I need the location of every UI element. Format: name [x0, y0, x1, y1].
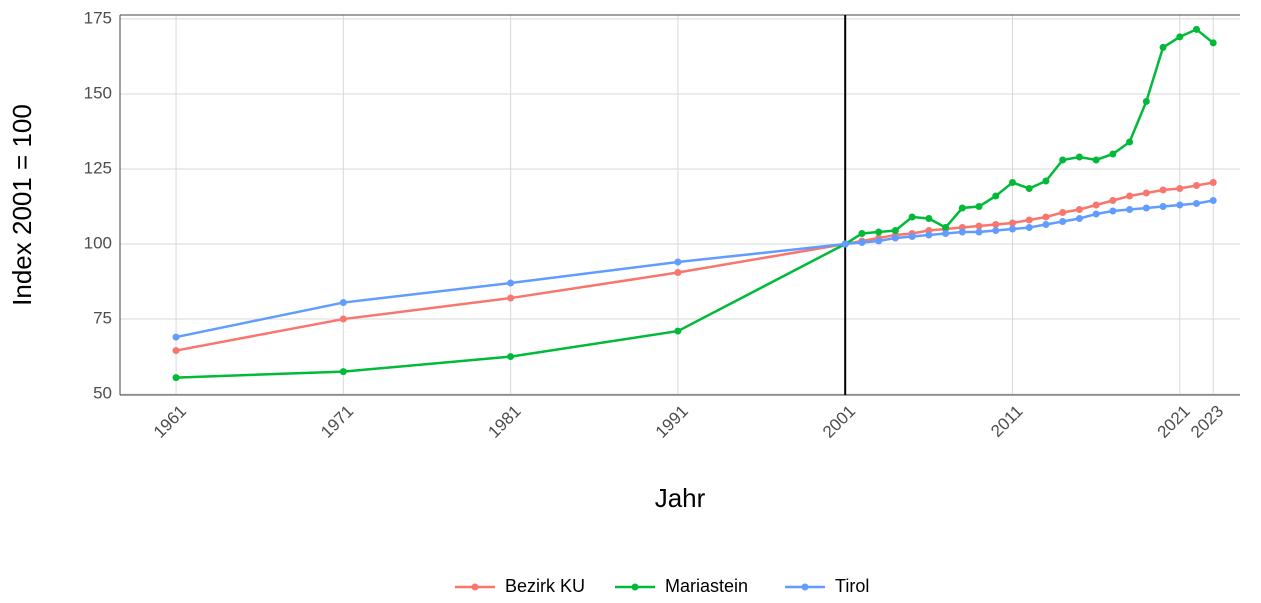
data-point: [1075, 153, 1083, 161]
data-point: [992, 192, 1000, 200]
data-point: [1142, 189, 1150, 197]
data-point: [674, 269, 682, 277]
data-point: [958, 204, 966, 212]
data-point: [1025, 224, 1033, 232]
data-point: [1059, 218, 1067, 226]
x-tick-label: 1991: [652, 402, 692, 442]
data-point: [172, 333, 180, 341]
data-point: [1176, 33, 1184, 41]
data-point: [1092, 201, 1100, 209]
data-point: [1193, 181, 1201, 189]
data-point: [507, 294, 515, 302]
data-point: [1025, 216, 1033, 224]
data-point: [674, 258, 682, 266]
data-point: [1209, 39, 1217, 47]
data-point: [875, 228, 883, 236]
data-point: [1109, 207, 1117, 215]
data-point: [1109, 196, 1117, 204]
data-point: [1092, 156, 1100, 164]
x-tick-label: 1961: [150, 402, 190, 442]
y-tick-label: 50: [93, 384, 112, 403]
y-tick-label: 100: [84, 234, 112, 253]
data-point: [1142, 97, 1150, 105]
y-tick-label: 125: [84, 158, 112, 177]
data-point: [875, 237, 883, 245]
x-axis-title: Jahr: [655, 483, 706, 513]
x-tick-label: 1981: [484, 402, 524, 442]
data-point: [891, 227, 899, 235]
data-point: [925, 215, 933, 223]
x-tick-label: 2021: [1154, 402, 1194, 442]
data-point: [1193, 199, 1201, 207]
data-point: [1059, 209, 1067, 217]
data-point: [975, 222, 983, 230]
data-point: [942, 224, 950, 232]
data-point: [891, 234, 899, 242]
data-point: [172, 374, 180, 382]
data-point: [858, 230, 866, 238]
data-point: [1176, 184, 1184, 192]
data-point: [339, 315, 347, 323]
data-point: [507, 279, 515, 287]
data-point: [1109, 150, 1117, 158]
legend-label: Bezirk KU: [505, 576, 585, 596]
x-tick-label: 2023: [1187, 402, 1227, 442]
data-point: [1008, 178, 1016, 186]
x-tick-label: 2011: [987, 402, 1026, 441]
data-point: [942, 230, 950, 238]
data-point: [908, 213, 916, 221]
legend-label: Tirol: [835, 576, 869, 596]
data-point: [908, 233, 916, 241]
data-point: [1059, 156, 1067, 164]
data-point: [1159, 203, 1167, 211]
series-line: [175, 181, 1214, 352]
data-point: [674, 327, 682, 335]
y-axis-title: Index 2001 = 100: [7, 104, 37, 306]
data-point: [172, 347, 180, 355]
series-line: [175, 27, 1215, 379]
data-point: [1042, 213, 1050, 221]
data-point: [975, 203, 983, 211]
data-point: [1075, 215, 1083, 223]
data-point: [1126, 138, 1134, 146]
legend-label: Mariastein: [665, 576, 748, 596]
data-point: [1042, 177, 1050, 185]
data-point: [1176, 201, 1184, 209]
data-point: [992, 221, 1000, 229]
legend-swatch: [801, 583, 809, 591]
data-point: [975, 228, 983, 236]
legend-swatch: [471, 583, 479, 591]
data-point: [958, 228, 966, 236]
data-point: [1193, 25, 1201, 33]
data-point: [1159, 186, 1167, 194]
data-point: [1126, 192, 1134, 200]
data-point: [1075, 206, 1083, 214]
data-point: [1126, 206, 1134, 214]
y-tick-label: 150: [84, 83, 112, 102]
x-tick-label: 1971: [317, 402, 357, 442]
data-point: [339, 368, 347, 376]
data-point: [1042, 221, 1050, 229]
data-point: [841, 240, 849, 248]
data-point: [1209, 178, 1217, 186]
data-point: [1209, 196, 1217, 204]
data-point: [992, 227, 1000, 235]
data-point: [1142, 204, 1150, 212]
y-tick-label: 75: [93, 309, 112, 328]
data-point: [1092, 210, 1100, 218]
data-point: [339, 299, 347, 307]
data-point: [1025, 184, 1033, 192]
data-point: [1008, 219, 1016, 227]
legend-swatch: [631, 583, 639, 591]
data-point: [925, 231, 933, 239]
data-point: [1159, 43, 1167, 51]
x-tick-label: 2001: [819, 402, 859, 442]
data-point: [507, 353, 515, 361]
data-point: [1008, 225, 1016, 233]
data-point: [858, 239, 866, 247]
y-tick-label: 175: [84, 8, 112, 27]
